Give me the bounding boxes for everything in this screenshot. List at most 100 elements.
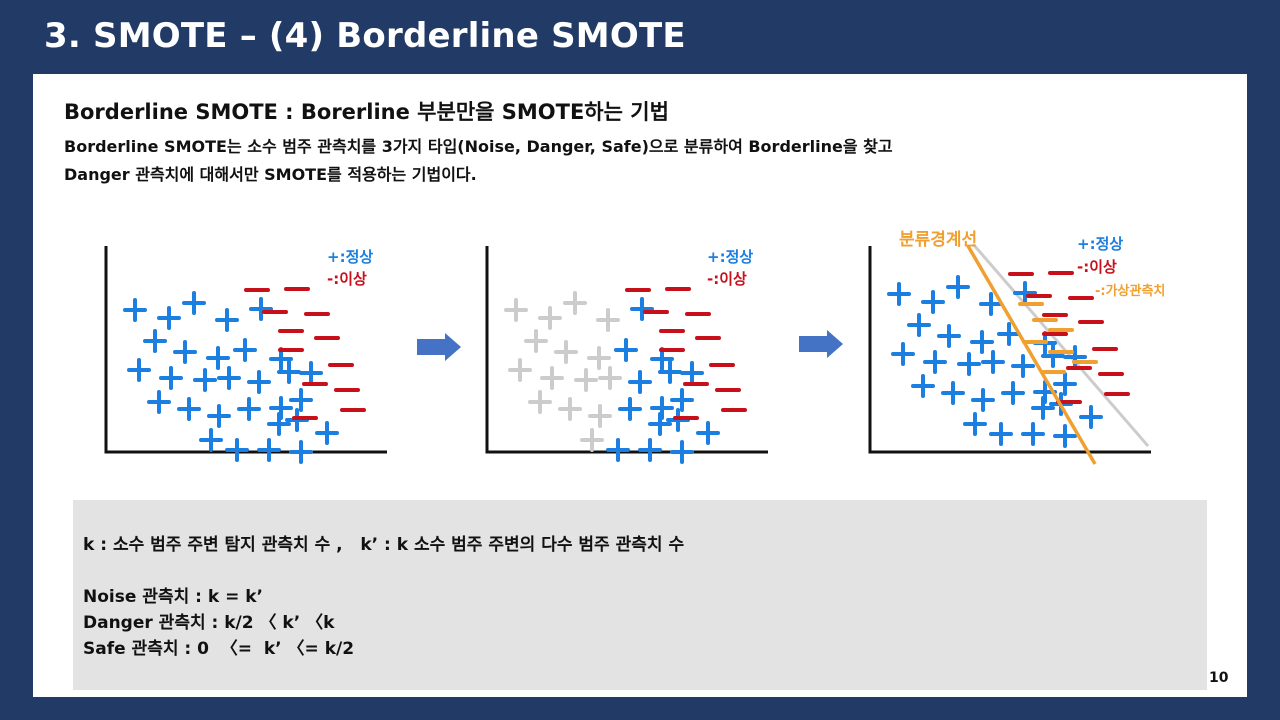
description-line-2: Danger 관측치에 대해서만 SMOTE를 적용하는 기법이다. (64, 165, 477, 184)
normal-mark (907, 313, 931, 337)
normal-mark (299, 361, 323, 385)
normal-mark (315, 421, 339, 445)
normal-mark (269, 347, 293, 371)
danger-mark (670, 388, 694, 412)
plot-original: +:정상 -:이상 (104, 246, 387, 464)
danger-mark (670, 440, 694, 464)
plot-original-marks (123, 287, 366, 464)
slide-title: 3. SMOTE – (4) Borderline SMOTE (44, 16, 686, 56)
legend-normal: +:정상 (1077, 235, 1123, 253)
definition-box: k : 소수 범주 주변 탐지 관측치 수 , k’ : k 소수 범주 주변의… (73, 500, 1207, 690)
normal-mark (1053, 424, 1077, 448)
normal-mark (921, 290, 945, 314)
normal-mark (193, 368, 217, 392)
normal-mark (979, 292, 1003, 316)
danger-mark (628, 370, 652, 394)
plot-axes (868, 246, 1151, 454)
normal-mark (217, 366, 241, 390)
normal-mark (981, 350, 1005, 374)
normal-mark (923, 350, 947, 374)
definition-danger: Danger 관측치 : k/2 〈 k’ 〈k (83, 613, 335, 633)
normal-mark (182, 291, 206, 315)
safe-mark (558, 397, 582, 421)
danger-mark (606, 438, 630, 462)
normal-mark (267, 412, 291, 436)
normal-mark (1041, 344, 1065, 368)
danger-mark (658, 360, 682, 384)
normal-mark (173, 340, 197, 364)
safe-mark (524, 329, 548, 353)
danger-mark (696, 421, 720, 445)
normal-mark (1011, 354, 1035, 378)
page-number: 10 (1209, 670, 1229, 686)
normal-mark (1001, 381, 1025, 405)
normal-mark (289, 388, 313, 412)
slide-heading: Borderline SMOTE : Borerline 부분만을 SMOTE하… (64, 100, 669, 124)
danger-mark (638, 438, 662, 462)
borderline-smote-figure: +:정상 -:이상 +:정상 -:이상 분류경계선 +:정상 -:이상 -:가상… (104, 230, 1165, 465)
safe-mark (598, 366, 622, 390)
normal-mark (206, 346, 230, 370)
normal-mark (1053, 372, 1077, 396)
normal-mark (199, 428, 223, 452)
safe-mark (587, 346, 611, 370)
normal-mark (247, 370, 271, 394)
normal-mark (971, 388, 995, 412)
danger-mark (618, 397, 642, 421)
normal-mark (123, 298, 147, 322)
safe-mark (508, 358, 532, 382)
normal-mark (891, 342, 915, 366)
danger-mark (630, 297, 654, 321)
normal-mark (941, 381, 965, 405)
danger-mark (648, 412, 672, 436)
normal-mark (127, 358, 151, 382)
definition-noise: Noise 관측치 : k = k’ (83, 587, 264, 607)
safe-mark (574, 368, 598, 392)
normal-mark (257, 438, 281, 462)
normal-mark (1021, 422, 1045, 446)
normal-mark (177, 397, 201, 421)
normal-mark (911, 374, 935, 398)
normal-mark (1031, 396, 1055, 420)
normal-mark (1079, 405, 1103, 429)
safe-mark (563, 291, 587, 315)
normal-mark (937, 324, 961, 348)
normal-mark (159, 366, 183, 390)
decision-boundary-line (966, 245, 1097, 465)
legend-abnormal: -:이상 (1077, 258, 1117, 276)
description-line-1: Borderline SMOTE는 소수 범주 관측치를 3가지 타입(Nois… (64, 137, 893, 156)
content-panel: Borderline SMOTE : Borerline 부분만을 SMOTE하… (33, 74, 1247, 697)
safe-mark (540, 366, 564, 390)
safe-mark (588, 404, 612, 428)
safe-mark (596, 308, 620, 332)
normal-mark (963, 412, 987, 436)
safe-mark (504, 298, 528, 322)
legend-synthetic: -:가상관측치 (1095, 283, 1165, 299)
normal-mark (207, 404, 231, 428)
plot-synthetic-marks (887, 271, 1130, 448)
danger-mark (680, 361, 704, 385)
safe-mark (580, 428, 604, 452)
normal-mark (1013, 281, 1037, 305)
normal-mark (887, 282, 911, 306)
danger-mark (650, 347, 674, 371)
danger-mark (614, 338, 638, 362)
normal-mark (946, 275, 970, 299)
plot-classified: +:정상 -:이상 (485, 246, 768, 464)
plot-classified-marks (504, 287, 747, 464)
normal-mark (147, 390, 171, 414)
legend-normal: +:정상 (327, 248, 373, 266)
definition-safe: Safe 관측치 : 0 〈= k’ 〈= k/2 (83, 639, 355, 659)
normal-mark (970, 330, 994, 354)
normal-mark (225, 438, 249, 462)
normal-mark (215, 308, 239, 332)
normal-mark (157, 306, 181, 330)
normal-mark (237, 397, 261, 421)
normal-mark (289, 440, 313, 464)
arrow-right-icon (417, 333, 461, 361)
normal-mark (989, 422, 1013, 446)
legend-abnormal: -:이상 (327, 270, 367, 288)
plot-synthetic: 분류경계선 +:정상 -:이상 -:가상관측치 (868, 230, 1165, 465)
safe-mark (528, 390, 552, 414)
legend-normal: +:정상 (707, 248, 753, 266)
